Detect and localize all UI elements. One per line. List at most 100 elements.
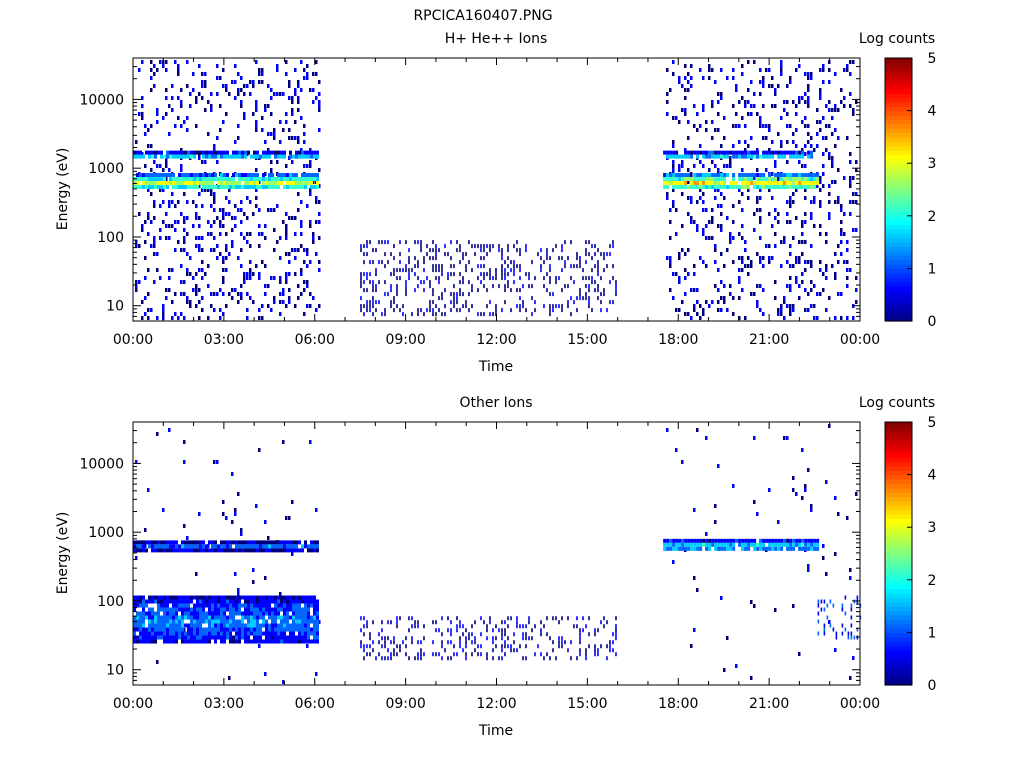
noise-pixel [753, 212, 756, 216]
band-pixel [154, 544, 157, 549]
band-pixel [792, 154, 796, 159]
noise-pixel [186, 232, 189, 236]
noise-pixel [792, 200, 795, 204]
noise-pixel [198, 248, 201, 252]
data-pixel [369, 300, 371, 305]
band-pixel [190, 595, 193, 600]
band-pixel [250, 595, 253, 600]
noise-pixel [729, 232, 732, 236]
band-pixel [181, 185, 184, 190]
data-pixel [489, 276, 491, 281]
band-pixel [253, 150, 256, 155]
noise-pixel [252, 272, 255, 276]
data-pixel [372, 288, 374, 293]
data-pixel [372, 296, 374, 301]
band-pixel [717, 150, 721, 155]
noise-pixel [828, 192, 831, 196]
data-pixel [570, 640, 572, 645]
band-pixel [214, 615, 217, 620]
noise-pixel [243, 92, 246, 96]
band-pixel [738, 154, 742, 159]
data-pixel [835, 635, 838, 640]
noise-pixel [213, 248, 216, 252]
band-pixel [196, 607, 199, 612]
noise-pixel [744, 124, 747, 128]
band-pixel [301, 177, 304, 182]
band-pixel [178, 635, 181, 640]
noise-pixel [228, 188, 231, 192]
band-pixel [184, 548, 187, 553]
noise-pixel [300, 244, 303, 248]
noise-pixel [813, 304, 816, 308]
noise-pixel [804, 92, 807, 96]
band-pixel [238, 185, 241, 190]
data-pixel [387, 656, 389, 661]
data-pixel [597, 264, 599, 269]
noise-pixel [801, 164, 804, 168]
band-pixel [316, 177, 319, 182]
noise-pixel [186, 84, 189, 88]
band-pixel [274, 603, 277, 608]
noise-pixel [726, 216, 729, 220]
noise-pixel [762, 124, 765, 128]
band-pixel [148, 185, 151, 190]
noise-pixel [822, 68, 825, 72]
data-pixel [525, 248, 527, 253]
noise-pixel [789, 200, 792, 204]
noise-pixel [822, 544, 825, 548]
data-pixel [549, 268, 551, 273]
noise-pixel [819, 180, 822, 184]
band-pixel [172, 631, 175, 636]
band-pixel [217, 181, 220, 186]
band-pixel [163, 631, 166, 636]
data-pixel [546, 632, 548, 637]
noise-pixel [789, 284, 792, 288]
band-pixel [205, 599, 208, 604]
noise-pixel [192, 200, 195, 204]
band-pixel [211, 623, 214, 628]
noise-pixel [798, 240, 801, 244]
band-pixel [139, 619, 142, 624]
noise-pixel [318, 200, 321, 204]
noise-pixel [201, 204, 204, 208]
noise-pixel [177, 200, 180, 204]
data-pixel [465, 304, 467, 309]
data-pixel [558, 276, 560, 281]
noise-pixel [165, 224, 168, 228]
band-pixel [223, 154, 226, 159]
data-pixel [480, 280, 482, 285]
band-pixel [292, 623, 295, 628]
band-pixel [696, 542, 700, 547]
band-pixel [202, 150, 205, 155]
data-pixel [528, 284, 530, 289]
band-pixel [223, 544, 226, 549]
data-pixel [486, 304, 488, 309]
band-pixel [663, 546, 667, 551]
band-pixel [256, 544, 259, 549]
band-pixel [238, 635, 241, 640]
data-pixel [477, 244, 479, 249]
noise-pixel [804, 488, 807, 492]
band-pixel [735, 181, 739, 186]
noise-pixel [828, 80, 831, 84]
noise-pixel [225, 304, 228, 308]
noise-pixel [186, 268, 189, 272]
noise-pixel [210, 108, 213, 112]
data-pixel [486, 624, 488, 629]
band-pixel [226, 615, 229, 620]
data-pixel [399, 260, 401, 265]
band-pixel [139, 599, 142, 604]
band-pixel [190, 619, 193, 624]
noise-pixel [255, 124, 258, 128]
band-pixel [687, 173, 691, 178]
data-pixel [501, 656, 503, 661]
noise-pixel [201, 268, 204, 272]
noise-pixel [216, 92, 219, 96]
noise-pixel [291, 160, 294, 164]
data-pixel [519, 288, 521, 293]
data-pixel [372, 648, 374, 653]
band-pixel [169, 544, 172, 549]
noise-pixel [144, 220, 147, 224]
band-pixel [283, 619, 286, 624]
noise-pixel [849, 212, 852, 216]
